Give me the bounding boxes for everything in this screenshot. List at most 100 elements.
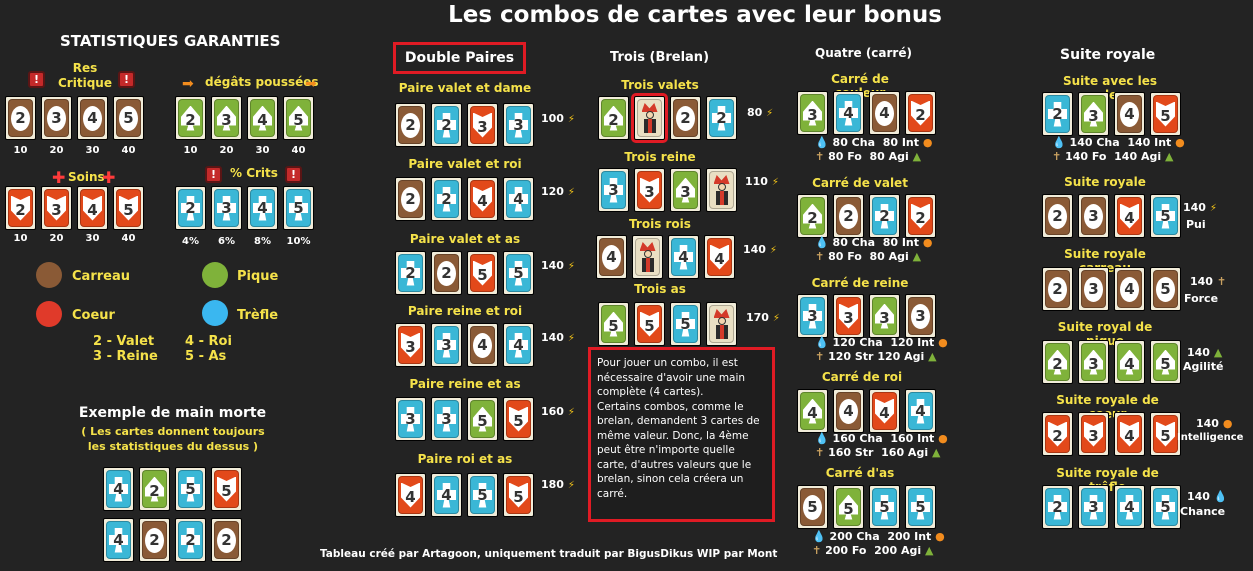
trois-cards-4: 5 5 5 [598,302,737,346]
pique-dot-icon [202,262,228,292]
suite-bonus-name-4: Agilité [1183,360,1224,373]
warn-icon: ! [285,163,302,183]
dead-hand-cards-1: 4 2 5 5 [103,467,242,511]
double-label-4: Paire reine et roi [407,304,523,318]
bolt-icon: ⚡ [1209,203,1217,214]
suite-heading: Suite royale [1060,47,1156,63]
plus-icon: ✚ [102,168,116,187]
quatre-cards-5: 5 5 5 5 [797,485,936,529]
bolt-icon: ⚡ [567,333,575,344]
arrow-right-icon: ➡ [305,76,317,92]
soins-values: 10 20 30 40 [13,233,136,244]
joker-card [706,168,737,212]
quatre-label-2: Carré de valet [812,176,908,190]
double-value-2: 120 ⚡ [541,185,575,198]
soins-label: Soins [68,170,105,184]
credits: Tableau créé par Artagoon, uniquement tr… [320,548,778,560]
warn-icon: ! [205,163,222,183]
suite-bonus-3: 140 ✝ [1190,275,1227,288]
joker-card [631,93,668,143]
double-label-2: Paire valet et roi [408,157,522,171]
bolt-icon: ⚡ [567,407,575,418]
trois-label-1: Trois valets [621,78,699,92]
quatre-cards-2: 2 2 2 2 [797,194,936,238]
degats-label: dégâts poussées [205,75,319,89]
quatre-stats-2: 💧 80 Cha 80 Int ● ✝ 80 Fo 80 Agi ▲ [815,236,933,263]
bolt-icon: ⚡ [766,108,774,119]
suite-bonus-name-5: Intelligence [1177,432,1244,443]
suite-label-2: Suite royale [1064,175,1146,189]
legend-values-left: 2 - Valet 3 - Reine [93,334,158,364]
dead-hand-cards-2: 4 2 2 2 [103,518,242,562]
double-value-3: 140 ⚡ [541,259,575,272]
quatre-cards-3: 3 3 3 3 [797,294,936,338]
joker-card [632,235,663,279]
quatre-stats-3: 💧 120 Cha 120 Int ● ✝ 120 Str 120 Agi ▲ [815,336,948,363]
quatre-cards-1: 3 4 4 2 [797,91,936,135]
trois-label-3: Trois rois [629,217,691,231]
warn-icon: ! [28,68,45,88]
trois-value-3: 140 ⚡ [743,243,777,256]
suite-cards-5: 2 3 4 5 [1042,412,1181,456]
suite-bonus-name-3: Force [1184,292,1219,305]
crits-values: 4% 6% 8% 10% [182,236,311,247]
suite-bonus-5: 140 ● [1196,417,1233,430]
carreau-dot-icon [36,262,62,292]
trois-label-4: Trois as [634,282,686,296]
trefle-dot-icon [202,300,228,330]
double-label-5: Paire reine et as [409,377,521,391]
double-cards-6: 4 4 5 5 [395,473,534,517]
plus-icon: ✚ [52,168,66,187]
double-cards-1: 2 2 3 3 [395,103,534,147]
trois-value-2: 110 ⚡ [745,175,779,188]
degats-values: 10 20 30 40 [183,145,306,156]
coeur-dot-icon [36,301,62,331]
quatre-stats-1: 💧 80 Cha 80 Int ● ✝ 80 Fo 80 Agi ▲ [815,136,933,163]
suite-cards-1: 2 3 4 5 [1042,92,1181,136]
quatre-stats-5: 💧 200 Cha 200 Int ● ✝ 200 Fo 200 Agi ▲ [812,530,945,557]
page-title: Les combos de cartes avec leur bonus [448,2,942,28]
trois-label-2: Trois reine [624,150,696,164]
warn-icon: ! [118,68,135,88]
bolt-icon: ⚡ [567,261,575,272]
quatre-cards-4: 4 4 4 4 [797,389,936,433]
degats-cards: 2 3 4 5 [175,96,314,140]
trois-cards-3: 4 4 4 [596,235,735,279]
crits-cards: 2 3 4 5 [175,186,314,230]
bolt-icon: ⚡ [567,114,575,125]
bolt-icon: ⚡ [772,313,780,324]
trois-value-1: 80 ⚡ [747,106,774,119]
trois-value-4: 170 ⚡ [746,311,780,324]
suite-bonus-2: 140 ⚡ [1183,201,1217,214]
joker-card [706,302,737,346]
double-heading: Double Paires [393,42,526,74]
trois-cards-2: 3 3 3 [598,168,737,212]
legend-coeur: Coeur [72,308,115,323]
double-cards-3: 2 2 5 5 [395,251,534,295]
stats-heading: STATISTIQUES GARANTIES [60,32,281,50]
double-label-6: Paire roi et as [417,452,513,466]
dead-hand-note: ( Les cartes donnent toujours les statis… [81,425,265,453]
suite-bonus-name-6: Chance [1180,505,1226,518]
res-values: 10 20 30 40 [13,145,136,156]
quatre-stats-4: 💧 160 Cha 160 Int ● ✝ 160 Str 160 Agi ▲ [815,432,948,459]
legend-values-right: 4 - Roi 5 - As [185,334,232,364]
suite-cards-6: 2 3 4 5 [1042,485,1181,529]
quatre-heading: Quatre (carré) [815,46,912,60]
quatre-label-5: Carré d'as [825,466,895,480]
arrow-right-icon: ➡ [182,76,194,92]
double-cards-5: 3 3 5 5 [395,397,534,441]
double-cards-2: 2 2 4 4 [395,177,534,221]
suite-bonus-4: 140 ▲ [1187,346,1223,359]
quatre-label-4: Carré de roi [821,370,903,384]
double-value-6: 180 ⚡ [541,478,575,491]
double-value-4: 140 ⚡ [541,331,575,344]
res-cards: 2 3 4 5 [5,96,144,140]
bolt-icon: ⚡ [771,177,779,188]
double-cards-4: 3 3 4 4 [395,323,534,367]
double-label-1: Paire valet et dame [398,81,532,95]
quatre-label-3: Carré de reine [811,276,909,290]
double-label-3: Paire valet et as [409,232,521,246]
crits-label: % Crits [230,166,278,180]
legend-pique: Pique [237,269,279,284]
